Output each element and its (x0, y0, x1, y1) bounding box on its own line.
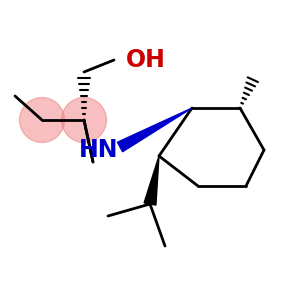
Polygon shape (144, 156, 159, 205)
Text: OH: OH (126, 48, 166, 72)
Circle shape (20, 98, 64, 142)
Circle shape (61, 98, 106, 142)
Polygon shape (117, 108, 192, 152)
Text: HN: HN (79, 138, 119, 162)
